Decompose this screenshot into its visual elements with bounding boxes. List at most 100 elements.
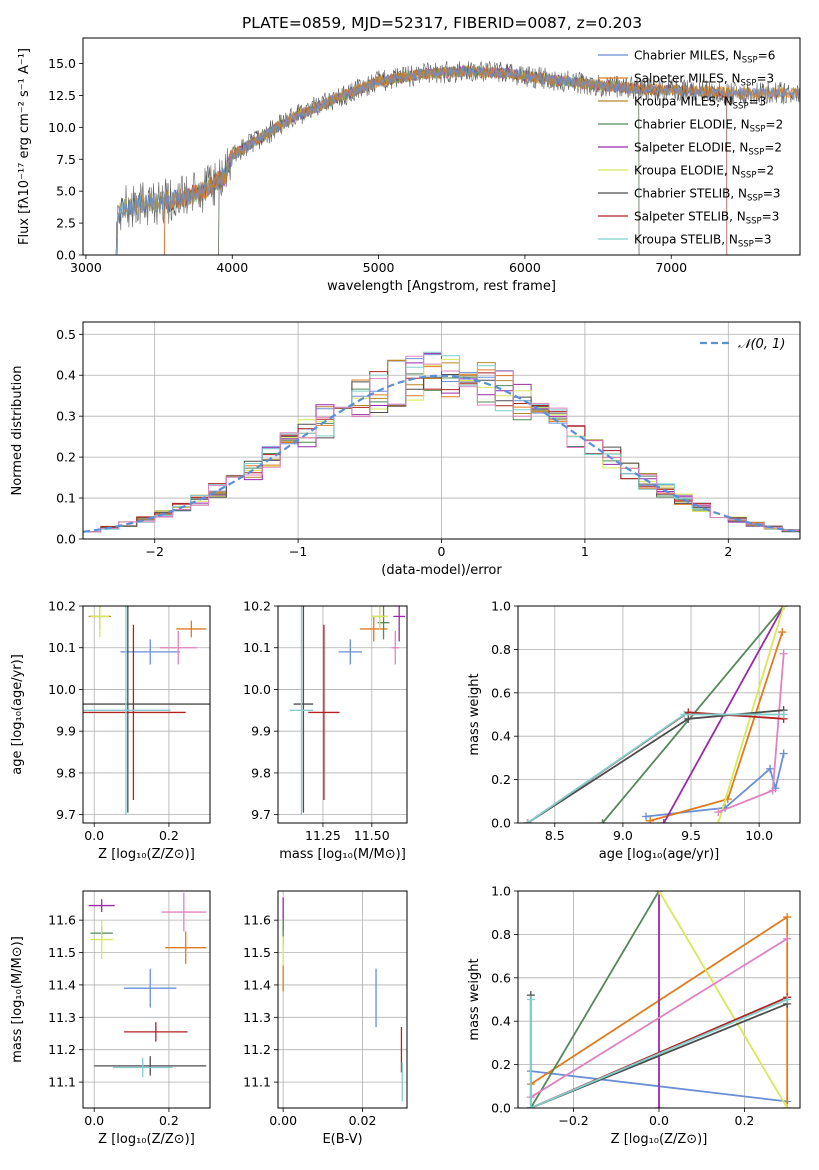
x-tick-label: 0.00: [269, 1113, 297, 1128]
x-axis-label: wavelength [Angstrom, rest frame]: [327, 279, 556, 294]
weight-marker: [779, 710, 788, 719]
y-tick-label: 1.0: [491, 884, 511, 899]
x-tick-label: 0.0: [84, 1113, 104, 1128]
weight-marker: [714, 819, 723, 823]
x-tick-label: 11.25: [305, 828, 341, 843]
x-axis-label: Z [log₁₀(Z/Z⊙)]: [98, 1132, 195, 1147]
x-tick-label: 0.2: [159, 828, 179, 843]
x-tick-label: 0.0: [649, 1113, 669, 1128]
charts-container: 3000 4000 5000 6000 70000.02.55.07.510.012.5…: [10, 37, 801, 1147]
weight-marker: [655, 1104, 663, 1108]
y-tick-label: 9.8: [251, 765, 271, 780]
age_vs_mass-panel: 11.25 11.50 9.7 9.8 9.9 10.0 10.1 10.2 mass [log…: [243, 599, 408, 862]
plot-area: [115, 60, 800, 255]
y-tick-label: 9.7: [56, 807, 76, 822]
y-tick-label: 10.1: [243, 640, 271, 655]
y-tick-label: 0.5: [56, 327, 76, 342]
axes-frame: [517, 605, 801, 824]
weight-marker: [768, 786, 777, 795]
y-tick-label: 7.5: [56, 152, 76, 167]
plot-area: [83, 351, 800, 539]
x-tick-label: −1: [289, 544, 307, 559]
spectrum-line: [115, 65, 800, 255]
y-axis-label: age [log₁₀(age/yr)]: [10, 654, 25, 775]
legend-label: 𝒩(0, 1): [738, 337, 785, 352]
y-tick-label: 11.4: [243, 977, 271, 992]
x-tick-label: 10.0: [745, 828, 773, 843]
y-tick-label: 1.0: [491, 599, 511, 614]
y-tick-label: 0.4: [56, 368, 76, 383]
y-tick-label: 10.0: [48, 682, 76, 697]
x-axis-label: age [log₁₀(age/yr)]: [599, 847, 720, 862]
y-tick-label: 11.5: [243, 945, 271, 960]
y-tick-label: 0.4: [491, 1014, 511, 1029]
histogram-step: [83, 351, 800, 539]
legend-label: Salpeter MILES, NSSP=3: [634, 72, 774, 89]
y-tick-label: 11.3: [243, 1010, 271, 1025]
legend-label: Kroupa ELODIE, NSSP=2: [634, 164, 774, 181]
weight-marker: [526, 1104, 535, 1108]
y-tick-label: 9.7: [251, 807, 271, 822]
axes-frame: [82, 605, 211, 824]
axes-frame: [277, 605, 408, 824]
x-tick-label: 11.50: [354, 828, 390, 843]
histogram-step: [83, 358, 800, 539]
y-tick-label: 0.8: [491, 927, 511, 942]
x-tick-label: 0.2: [735, 1113, 755, 1128]
y-tick-label: 5.0: [56, 184, 76, 199]
y-axis-label: mass weight: [467, 673, 482, 755]
y-tick-label: 9.8: [56, 765, 76, 780]
weight-marker: [783, 995, 792, 1004]
y-tick-label: 11.1: [243, 1075, 271, 1090]
mass_vs_EBV-panel: 0.00 0.02 11.1 11.2 11.3 11.4 11.5 11.6 E(B-V): [243, 890, 408, 1147]
y-tick-label: 10.1: [48, 640, 76, 655]
y-tick-label: 12.5: [48, 88, 76, 103]
weight-marker: [659, 819, 668, 823]
y-tick-label: 9.9: [56, 724, 76, 739]
y-tick-label: 0.2: [491, 1057, 511, 1072]
axes-frame: [517, 890, 801, 1109]
y-tick-label: 0.0: [56, 532, 76, 547]
weight-marker: [526, 995, 535, 1004]
axes-frame: [82, 37, 801, 256]
y-tick-label: 0.6: [491, 970, 511, 985]
y-tick-label: 11.5: [48, 945, 76, 960]
y-tick-label: 2.5: [56, 216, 76, 231]
gaussian-curve: [83, 374, 800, 533]
y-tick-label: 0.2: [56, 450, 76, 465]
x-tick-label: 0: [438, 544, 446, 559]
axes-frame: [82, 890, 211, 1109]
y-tick-label: 0.3: [56, 409, 76, 424]
legend-label: Chabrier ELODIE, NSSP=2: [634, 118, 783, 135]
weight-marker: [655, 891, 663, 895]
y-axis-label: Normed distribution: [10, 366, 25, 496]
weight-marker: [779, 749, 788, 758]
plot-area: [523, 606, 788, 823]
weight-marker: [646, 816, 655, 823]
x-axis-label: (data-model)/error: [381, 563, 502, 578]
figure-title: PLATE=0859, MJD=52317, FIBERID=0087, z=0…: [242, 14, 642, 32]
y-tick-label: 0.0: [491, 816, 511, 831]
plot-area: [88, 892, 207, 1078]
x-tick-label: 9.0: [613, 828, 633, 843]
x-tick-label: 5000: [363, 260, 395, 275]
weight-marker: [779, 606, 788, 610]
weight-marker: [783, 934, 792, 943]
y-tick-label: 15.0: [48, 56, 76, 71]
x-tick-label: 6000: [509, 260, 541, 275]
plot-area: [526, 891, 792, 1108]
y-tick-label: 11.2: [243, 1042, 271, 1057]
spectrum-legend: Chabrier MILES, NSSP=6 Salpeter MILES, NS…: [598, 49, 783, 250]
weight-marker: [714, 808, 723, 817]
y-tick-label: 0.4: [491, 729, 511, 744]
y-tick-label: 0.1: [56, 491, 76, 506]
x-tick-label: 7000: [655, 260, 687, 275]
x-tick-label: 1: [581, 544, 589, 559]
legend-label: Kroupa MILES, NSSP=3: [634, 95, 766, 112]
age_vs_Z-panel: 0.0 0.2 9.7 9.8 9.9 10.0 10.1 10.2 Z [log₁₀(Z/Z⊙…: [10, 599, 211, 862]
legend-label: Kroupa STELIB, NSSP=3: [634, 233, 772, 250]
weight-marker: [598, 819, 607, 823]
spectrum-line: [115, 65, 800, 255]
histogram-step: [83, 355, 800, 539]
